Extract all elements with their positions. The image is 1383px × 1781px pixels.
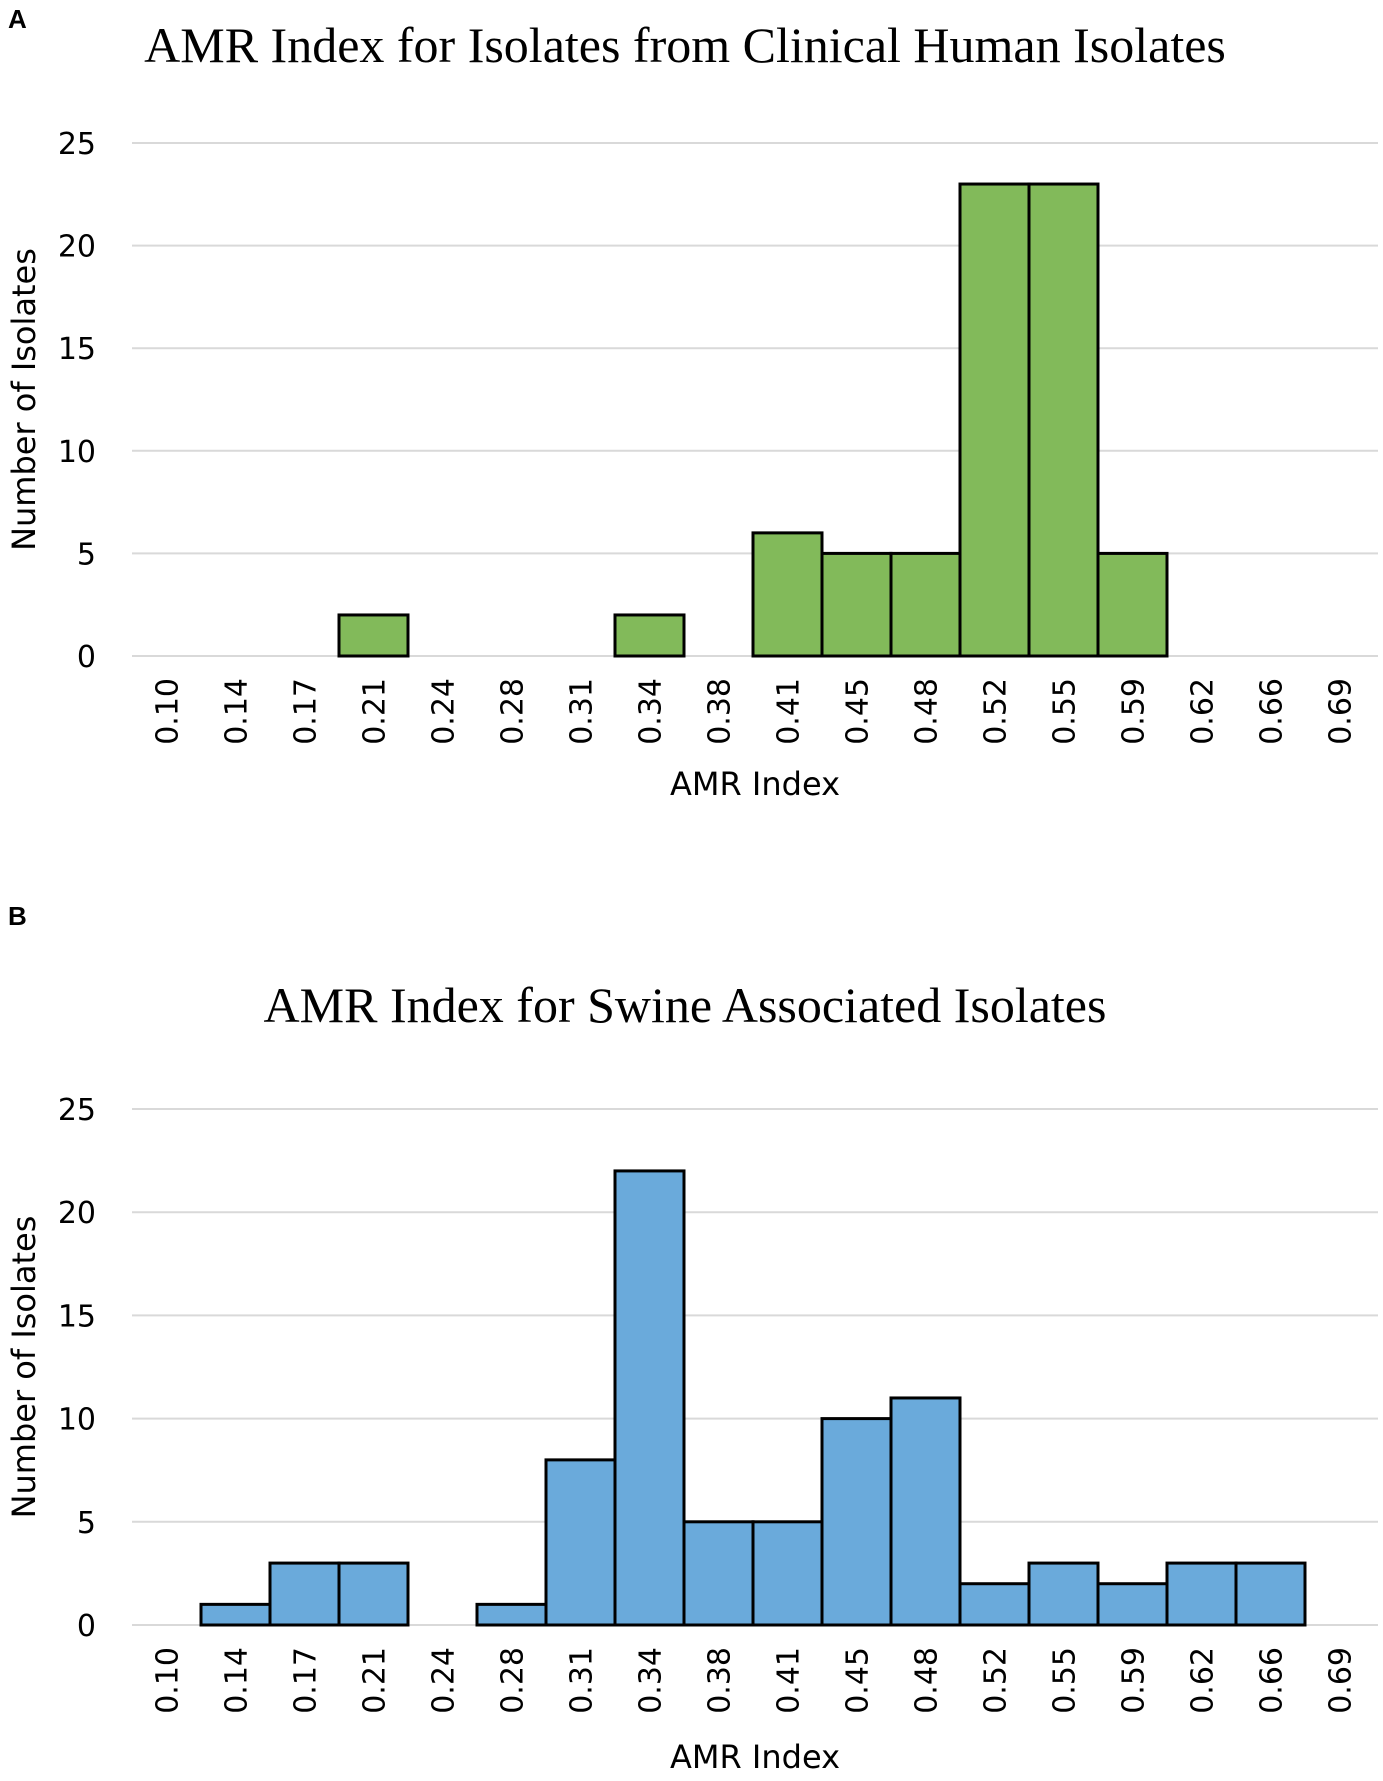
x-tick-label: 0.21 — [358, 678, 393, 745]
y-tick-label: 20 — [58, 230, 96, 265]
x-tick-label: 0.38 — [703, 678, 738, 745]
x-tick-label: 0.31 — [565, 1647, 600, 1714]
x-tick-label: 0.59 — [1117, 678, 1152, 745]
y-tick-label: 10 — [58, 1403, 96, 1438]
x-tick-label: 0.24 — [427, 678, 462, 745]
x-tick-label: 0.24 — [427, 1647, 462, 1714]
bar-0.59 — [1096, 551, 1169, 658]
chart-title: AMR Index for Swine Associated Isolates — [264, 977, 1107, 1033]
bar-0.48 — [889, 1396, 962, 1627]
x-tick-label: 0.14 — [220, 1647, 255, 1714]
chart-title: AMR Index for Isolates from Clinical Hum… — [144, 17, 1226, 73]
x-tick-label: 0.62 — [1186, 678, 1221, 745]
y-axis-label: Number of Isolates — [5, 1216, 43, 1519]
x-tick-label: 0.52 — [979, 678, 1014, 745]
x-tick-label: 0.69 — [1324, 1647, 1359, 1714]
y-axis-label: Number of Isolates — [5, 248, 43, 551]
x-tick-label: 0.10 — [151, 1647, 186, 1714]
bar-0.45 — [820, 551, 893, 658]
y-tick-label: 5 — [77, 537, 96, 572]
x-tick-label: 0.45 — [841, 678, 876, 745]
x-tick-label: 0.48 — [910, 678, 945, 745]
x-tick-label: 0.62 — [1186, 1647, 1221, 1714]
chart-panel-b: B AMR Index for Swine Associated Isolates… — [5, 901, 1378, 1776]
x-tick-label: 0.17 — [289, 1647, 324, 1714]
bar-0.34 — [613, 613, 686, 658]
y-tick-label: 10 — [58, 435, 96, 470]
bar-0.21 — [337, 613, 410, 658]
x-tick-label: 0.69 — [1324, 678, 1359, 745]
bar-0.38 — [682, 1520, 755, 1627]
x-tick-label: 0.34 — [634, 678, 669, 745]
chart-panel-a: A AMR Index for Isolates from Clinical Hu… — [5, 4, 1378, 803]
x-tick-label: 0.55 — [1048, 1647, 1083, 1714]
y-tick-label: 25 — [58, 127, 96, 162]
bar-0.48 — [889, 551, 962, 658]
bar-0.52 — [958, 182, 1031, 658]
bar-0.45 — [820, 1417, 893, 1627]
x-axis-label: AMR Index — [670, 765, 840, 803]
x-tick-label: 0.41 — [772, 1647, 807, 1714]
x-tick-label: 0.17 — [289, 678, 324, 745]
bar-0.66 — [1234, 1561, 1307, 1627]
bar-0.52 — [958, 1582, 1031, 1627]
x-tick-label: 0.41 — [772, 678, 807, 745]
x-axis-label: AMR Index — [670, 1738, 840, 1776]
bar-0.28 — [475, 1602, 548, 1627]
y-tick-label: 25 — [58, 1093, 96, 1128]
x-tick-label: 0.28 — [496, 678, 531, 745]
bar-0.34 — [613, 1169, 686, 1627]
x-tick-label: 0.59 — [1117, 1647, 1152, 1714]
y-tick-label: 15 — [58, 332, 96, 367]
bar-0.31 — [544, 1458, 617, 1627]
x-tick-label: 0.21 — [358, 1647, 393, 1714]
panel-letter: B — [8, 901, 27, 931]
x-tick-label: 0.28 — [496, 1647, 531, 1714]
x-tick-label: 0.31 — [565, 678, 600, 745]
bar-0.21 — [337, 1561, 410, 1627]
bar-0.14 — [199, 1602, 272, 1627]
bar-0.17 — [268, 1561, 341, 1627]
bar-0.41 — [751, 1520, 824, 1627]
x-tick-label: 0.48 — [910, 1647, 945, 1714]
x-tick-label: 0.38 — [703, 1647, 738, 1714]
y-tick-label: 20 — [58, 1196, 96, 1231]
x-tick-label: 0.52 — [979, 1647, 1014, 1714]
bar-0.41 — [751, 531, 824, 658]
y-tick-label: 0 — [77, 1609, 96, 1644]
x-tick-label: 0.66 — [1255, 678, 1290, 745]
y-tick-label: 15 — [58, 1299, 96, 1334]
y-tick-label: 5 — [77, 1506, 96, 1541]
bar-0.62 — [1165, 1561, 1238, 1627]
x-tick-label: 0.14 — [220, 678, 255, 745]
x-tick-label: 0.10 — [151, 678, 186, 745]
x-tick-label: 0.45 — [841, 1647, 876, 1714]
bar-0.55 — [1027, 182, 1100, 658]
x-tick-label: 0.66 — [1255, 1647, 1290, 1714]
x-tick-label: 0.34 — [634, 1647, 669, 1714]
bar-0.59 — [1096, 1582, 1169, 1627]
y-tick-label: 0 — [77, 640, 96, 675]
x-tick-label: 0.55 — [1048, 678, 1083, 745]
bar-0.55 — [1027, 1561, 1100, 1627]
panel-letter: A — [8, 4, 27, 34]
